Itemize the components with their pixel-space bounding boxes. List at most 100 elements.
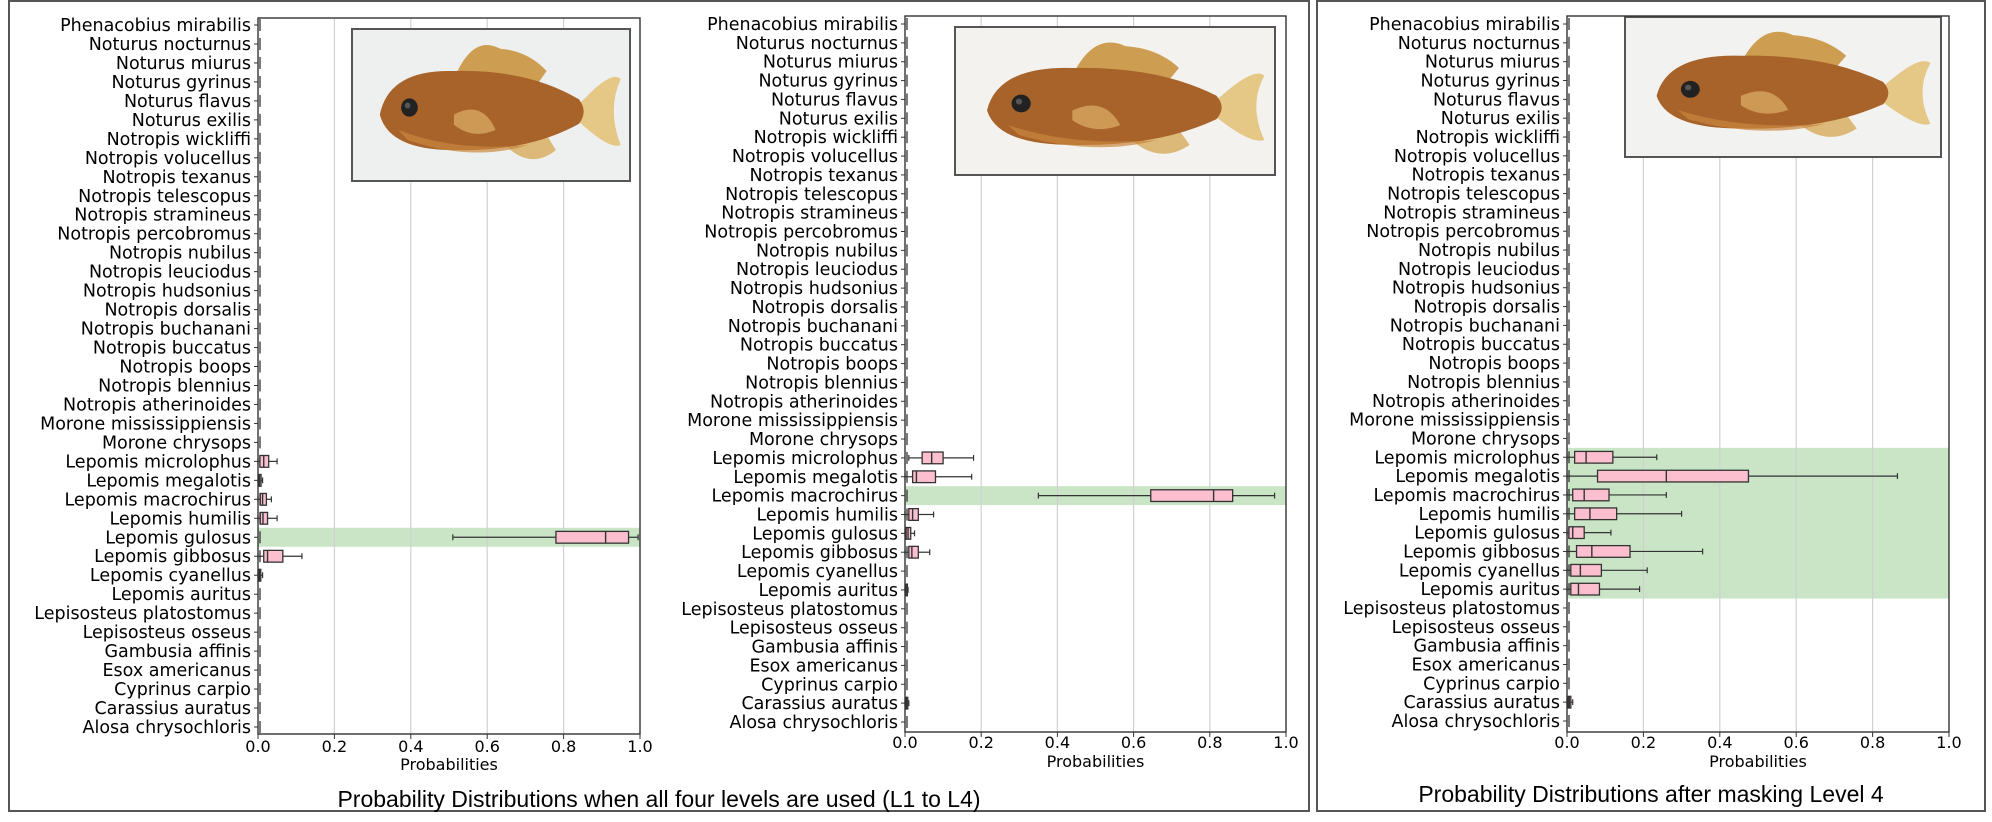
plot-area-frame xyxy=(904,15,1287,733)
species-label-notropis-percobromus: Notropis percobromus xyxy=(57,225,251,245)
species-label-lepisosteus-osseus: Lepisosteus osseus xyxy=(83,623,251,643)
species-label-esox-americanus: Esox americanus xyxy=(1411,655,1560,675)
box-iqr xyxy=(908,545,919,559)
species-label-lepomis-gulosus: Lepomis gulosus xyxy=(105,528,251,548)
box-lepomis-gibbosus xyxy=(904,545,931,559)
species-label-lepomis-microlophus: Lepomis microlophus xyxy=(1374,448,1560,468)
species-label-alosa-chrysochloris: Alosa chrysochloris xyxy=(1392,712,1561,732)
x-axis-label: Probabilities xyxy=(1047,752,1145,771)
species-label-lepomis-humilis: Lepomis humilis xyxy=(1418,505,1560,525)
species-label-morone-mississippiensis: Morone mississippiensis xyxy=(1349,411,1560,431)
species-label-noturus-miurus: Noturus miurus xyxy=(763,53,898,73)
species-label-notropis-blennius: Notropis blennius xyxy=(745,373,898,393)
species-label-phenacobius-mirabilis: Phenacobius mirabilis xyxy=(707,15,898,35)
box-lepomis-humilis xyxy=(257,511,278,525)
species-label-notropis-volucellus: Notropis volucellus xyxy=(732,147,898,167)
species-label-lepisosteus-platostomus: Lepisosteus platostomus xyxy=(681,600,898,620)
box-lepomis-macrochirus xyxy=(1037,489,1276,503)
species-label-notropis-boops: Notropis boops xyxy=(119,358,251,378)
species-label-notropis-leuciodus: Notropis leuciodus xyxy=(89,263,251,283)
species-label-lepomis-microlophus: Lepomis microlophus xyxy=(65,452,251,472)
species-label-notropis-stramineus: Notropis stramineus xyxy=(721,204,898,224)
species-label-notropis-texanus: Notropis texanus xyxy=(749,166,898,186)
species-label-notropis-dorsalis: Notropis dorsalis xyxy=(1413,298,1560,318)
species-label-lepomis-cyanellus: Lepomis cyanellus xyxy=(737,562,898,582)
species-label-notropis-stramineus: Notropis stramineus xyxy=(74,206,251,226)
species-label-notropis-nubilus: Notropis nubilus xyxy=(756,241,898,261)
x-tick-label: 0.8 xyxy=(1860,733,1885,752)
box-lepomis-megalotis xyxy=(257,473,264,487)
box-iqr xyxy=(555,530,630,544)
species-label-lepomis-macrochirus: Lepomis macrochirus xyxy=(64,490,251,510)
species-label-lepomis-gulosus: Lepomis gulosus xyxy=(752,524,898,544)
x-tick-label: 1.0 xyxy=(1273,733,1298,752)
plot-area-frame xyxy=(1566,15,1950,733)
species-label-notropis-boops: Notropis boops xyxy=(766,355,898,375)
box-carassius-auratus xyxy=(904,696,910,710)
fish-photo-inset xyxy=(1624,16,1942,158)
x-tick-label: 0.2 xyxy=(968,733,993,752)
box-iqr xyxy=(908,507,919,521)
species-label-notropis-texanus: Notropis texanus xyxy=(1411,166,1560,186)
box-iqr xyxy=(1570,563,1603,577)
x-tick-label: 0.4 xyxy=(1707,733,1732,752)
box-iqr xyxy=(1150,489,1234,503)
species-label-notropis-boops: Notropis boops xyxy=(1428,354,1560,374)
species-label-notropis-telescopus: Notropis telescopus xyxy=(725,185,898,205)
species-label-carassius-auratus: Carassius auratus xyxy=(741,694,898,714)
species-label-morone-chrysops: Morone chrysops xyxy=(102,433,251,453)
species-label-noturus-flavus: Noturus flavus xyxy=(771,90,898,110)
x-tick-label: 1.0 xyxy=(1936,733,1961,752)
species-label-notropis-telescopus: Notropis telescopus xyxy=(78,187,251,207)
species-label-noturus-gyrinus: Noturus gyrinus xyxy=(758,72,898,92)
species-label-lepomis-megalotis: Lepomis megalotis xyxy=(86,471,251,491)
species-label-notropis-atherinoides: Notropis atherinoides xyxy=(63,395,251,415)
species-label-noturus-miurus: Noturus miurus xyxy=(116,54,251,74)
species-label-carassius-auratus: Carassius auratus xyxy=(1403,693,1560,713)
species-label-lepomis-gulosus: Lepomis gulosus xyxy=(1414,524,1560,544)
x-tick-label: 0.0 xyxy=(1554,733,1579,752)
x-tick-label: 1.0 xyxy=(627,737,652,756)
right-panel-frame xyxy=(1316,0,1986,812)
species-label-notropis-percobromus: Notropis percobromus xyxy=(704,223,898,243)
box-lepomis-macrochirus xyxy=(1566,488,1667,502)
species-label-alosa-chrysochloris: Alosa chrysochloris xyxy=(83,718,252,738)
species-label-noturus-nocturnus: Noturus nocturnus xyxy=(89,35,251,55)
species-label-notropis-blennius: Notropis blennius xyxy=(1407,373,1560,393)
species-label-notropis-buccatus: Notropis buccatus xyxy=(93,339,251,359)
species-label-lepomis-cyanellus: Lepomis cyanellus xyxy=(90,566,251,586)
species-label-phenacobius-mirabilis: Phenacobius mirabilis xyxy=(60,16,251,36)
species-label-gambusia-affinis: Gambusia affinis xyxy=(751,638,898,658)
species-label-gambusia-affinis: Gambusia affinis xyxy=(104,642,251,662)
species-label-lepomis-auritus: Lepomis auritus xyxy=(1420,580,1560,600)
x-tick-label: 0.6 xyxy=(474,737,499,756)
box-lepomis-microlophus xyxy=(257,454,278,468)
species-label-phenacobius-mirabilis: Phenacobius mirabilis xyxy=(1369,15,1560,35)
species-label-notropis-wickliffi: Notropis wickliffi xyxy=(107,130,251,150)
species-label-morone-mississippiensis: Morone mississippiensis xyxy=(687,411,898,431)
box-iqr xyxy=(263,549,284,563)
species-label-noturus-gyrinus: Noturus gyrinus xyxy=(111,73,251,93)
box-lepomis-microlophus xyxy=(1566,450,1658,464)
species-label-notropis-leuciodus: Notropis leuciodus xyxy=(736,260,898,280)
x-tick-label: 0.4 xyxy=(1045,733,1070,752)
x-tick-label: 0.6 xyxy=(1783,733,1808,752)
species-label-lepisosteus-platostomus: Lepisosteus platostomus xyxy=(1343,599,1560,619)
species-label-notropis-hudsonius: Notropis hudsonius xyxy=(83,282,251,302)
x-axis-label: Probabilities xyxy=(400,755,498,774)
species-label-notropis-dorsalis: Notropis dorsalis xyxy=(751,298,898,318)
species-label-noturus-flavus: Noturus flavus xyxy=(1433,90,1560,110)
left-panel-frame xyxy=(8,0,1310,812)
species-label-noturus-exilis: Noturus exilis xyxy=(779,109,898,129)
box-lepomis-gulosus xyxy=(1566,526,1612,540)
species-label-noturus-flavus: Noturus flavus xyxy=(124,92,251,112)
species-label-noturus-exilis: Noturus exilis xyxy=(132,111,251,131)
x-tick-label: 0.0 xyxy=(245,737,270,756)
box-lepomis-auritus xyxy=(1566,582,1641,596)
box-iqr xyxy=(1572,488,1610,502)
species-label-notropis-telescopus: Notropis telescopus xyxy=(1387,185,1560,205)
species-label-lepomis-gibbosus: Lepomis gibbosus xyxy=(1403,542,1560,562)
species-label-notropis-hudsonius: Notropis hudsonius xyxy=(730,279,898,299)
